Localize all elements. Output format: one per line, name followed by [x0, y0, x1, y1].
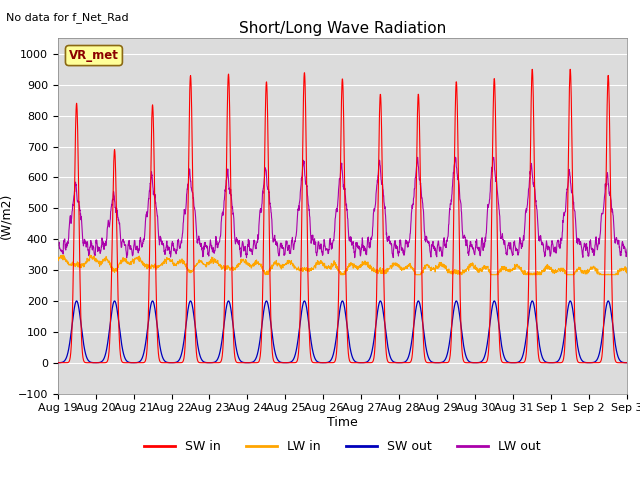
X-axis label: Time: Time — [327, 416, 358, 429]
Text: VR_met: VR_met — [69, 49, 119, 62]
Y-axis label: (W/m2): (W/m2) — [0, 193, 12, 239]
Text: No data for f_Net_Rad: No data for f_Net_Rad — [6, 12, 129, 23]
Legend: SW in, LW in, SW out, LW out: SW in, LW in, SW out, LW out — [139, 435, 546, 458]
Title: Short/Long Wave Radiation: Short/Long Wave Radiation — [239, 21, 446, 36]
